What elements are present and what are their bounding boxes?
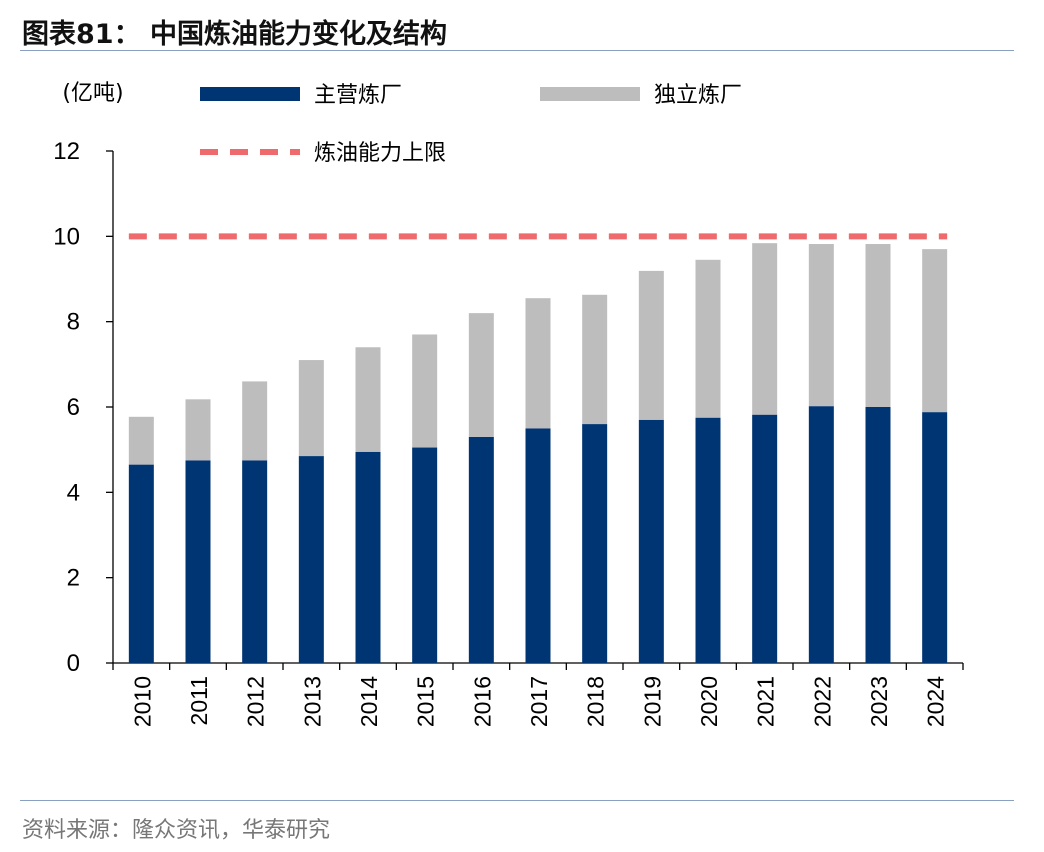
- x-tick-label: 2023: [866, 676, 892, 727]
- legend-swatch: [540, 87, 640, 101]
- x-tick-label: 2013: [299, 676, 325, 727]
- bar-independent-refinery: [298, 360, 324, 457]
- x-tick-label: 2021: [753, 676, 779, 727]
- bar-independent-refinery: [638, 270, 664, 420]
- bar-main-refinery: [185, 460, 211, 663]
- bar-independent-refinery: [922, 249, 948, 413]
- bar-independent-refinery: [808, 244, 834, 407]
- title-divider: [20, 50, 1014, 51]
- legend-swatch: [200, 87, 300, 101]
- legend-label: 主营炼厂: [314, 83, 402, 108]
- bar-main-refinery: [298, 456, 324, 663]
- x-tick-label: 2018: [583, 676, 609, 727]
- bar-independent-refinery: [525, 298, 551, 429]
- bar-main-refinery: [525, 428, 551, 663]
- bar-independent-refinery: [355, 347, 381, 452]
- bar-independent-refinery: [752, 243, 778, 415]
- bar-main-refinery: [128, 464, 154, 663]
- bar-main-refinery: [468, 436, 494, 663]
- legend-capacity-limit: 炼油能力上限: [200, 141, 446, 166]
- x-tick-label: 2017: [526, 676, 552, 727]
- y-axis-unit-label: (亿吨): [62, 81, 123, 106]
- bar-main-refinery: [752, 414, 778, 663]
- bar-main-refinery: [922, 412, 948, 663]
- bar-independent-refinery: [185, 399, 211, 461]
- bar-independent-refinery: [128, 416, 154, 465]
- x-tick-label: 2014: [356, 676, 382, 727]
- bar-main-refinery: [412, 447, 438, 663]
- bar-main-refinery: [582, 424, 608, 663]
- x-tick-label: 2022: [809, 676, 835, 727]
- y-tick-label: 2: [67, 565, 80, 592]
- y-tick-label: 6: [67, 394, 80, 421]
- bar-independent-refinery: [412, 334, 438, 448]
- y-tick-label: 0: [67, 650, 80, 677]
- y-tick-label: 8: [67, 309, 80, 336]
- figure-title: 图表81： 中国炼油能力变化及结构: [22, 19, 447, 50]
- bar-main-refinery: [638, 419, 664, 663]
- x-tick-label: 2010: [129, 676, 155, 727]
- bar-group: [128, 243, 948, 663]
- bar-independent-refinery: [865, 244, 891, 407]
- x-tick-label: 2015: [413, 676, 439, 727]
- x-tick-label: 2020: [696, 676, 722, 727]
- footer-divider: [20, 800, 1014, 801]
- legend-label: 独立炼厂: [654, 83, 742, 108]
- y-tick-label: 4: [67, 479, 80, 506]
- bar-main-refinery: [242, 460, 268, 663]
- source-note: 资料来源：隆众资讯，华泰研究: [22, 818, 331, 843]
- y-axis: 0 2 4 6 8 10 12 (亿吨): [53, 81, 123, 677]
- legend-label: 炼油能力上限: [314, 141, 446, 166]
- bar-independent-refinery: [242, 381, 268, 461]
- bar-independent-refinery: [468, 313, 494, 437]
- bar-main-refinery: [355, 451, 381, 663]
- bar-main-refinery: [865, 407, 891, 663]
- x-tick-label: 2024: [923, 676, 949, 727]
- x-tick-label: 2011: [186, 676, 212, 725]
- bar-independent-refinery: [582, 294, 608, 425]
- bar-main-refinery: [695, 417, 721, 663]
- bar-independent-refinery: [695, 259, 721, 418]
- bar-main-refinery: [808, 406, 834, 663]
- x-tick-label: 2016: [469, 676, 495, 727]
- x-tick-label: 2012: [243, 676, 269, 727]
- legend-independent-refinery: 独立炼厂: [540, 83, 742, 108]
- y-tick-label: 10: [53, 223, 80, 250]
- x-axis: 2010 2011 2012 2013 2014 2015 2016 2017 2018 2019…: [112, 662, 964, 727]
- y-tick-label: 12: [53, 138, 80, 165]
- legend-main-refinery: 主营炼厂: [200, 83, 402, 108]
- x-tick-label: 2019: [639, 676, 665, 727]
